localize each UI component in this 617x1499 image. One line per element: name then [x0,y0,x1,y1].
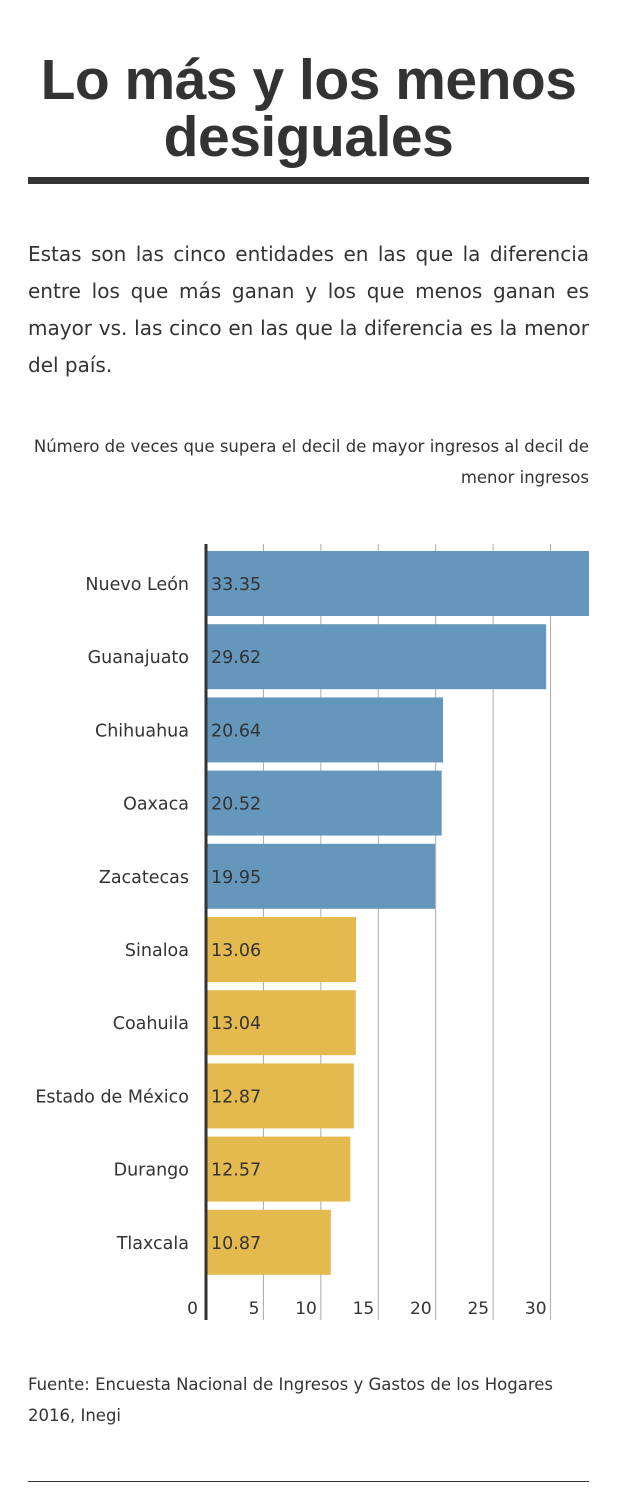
category-label: Coahuila [113,1014,189,1034]
bar [207,697,444,763]
category-label: Zacatecas [99,868,189,888]
title-divider [28,177,589,184]
category-label: Oaxaca [123,795,189,815]
value-label: 13.06 [211,941,261,961]
category-label: Estado de México [35,1087,189,1107]
category-label: Tlaxcala [116,1234,189,1254]
value-label: 29.62 [211,648,261,668]
category-label: Durango [114,1161,189,1181]
chart-subtitle: Número de veces que supera el decil de m… [33,437,589,487]
bar [207,1136,351,1202]
bar [207,770,442,836]
category-label: Guanajuato [88,648,189,668]
value-label: 20.64 [211,721,261,741]
bar [207,551,589,616]
x-tick-label: 0 [187,1299,198,1319]
value-label: 33.35 [211,575,261,595]
value-labels: 33.35 29.62 20.64 20.52 19.95 13.06 13.04 12.87… [211,575,261,1254]
x-tick-label: 30 [525,1299,547,1319]
x-tick-label: 10 [295,1299,317,1319]
bar [207,1209,331,1275]
value-label: 12.87 [211,1087,261,1107]
category-label: Nuevo León [85,575,189,595]
value-label: 20.52 [211,795,261,815]
value-label: 12.57 [211,1161,261,1181]
category-labels: Nuevo León Guanajuato Chihuahua Oaxaca Zacat… [35,575,189,1254]
chart-title: Lo más y los menos desiguales [40,48,577,169]
bar [207,990,356,1056]
bar-chart: Nuevo León Guanajuato Chihuahua Oaxaca Zacat… [35,544,589,1320]
bars [207,551,589,1275]
value-label: 10.87 [211,1234,261,1254]
x-tick-label: 15 [353,1299,375,1319]
category-label: Sinaloa [125,941,189,961]
value-label: 13.04 [211,1014,261,1034]
bar [207,1063,354,1129]
bar [207,843,436,909]
x-tick-label: 20 [410,1299,432,1319]
bottom-divider [28,1481,589,1482]
category-label: Chihuahua [95,721,189,741]
source-note: Fuente: Encuesta Nacional de Ingresos y … [28,1375,553,1425]
value-label: 19.95 [211,868,261,888]
x-tick-label: 25 [467,1299,489,1319]
bar [207,624,547,690]
intro-paragraph: Estas son las cinco entidades en las que… [28,242,589,377]
x-tick-label: 5 [249,1299,260,1319]
x-axis-ticks: 0 5 10 15 20 25 30 [187,1299,546,1319]
bar [207,917,356,982]
